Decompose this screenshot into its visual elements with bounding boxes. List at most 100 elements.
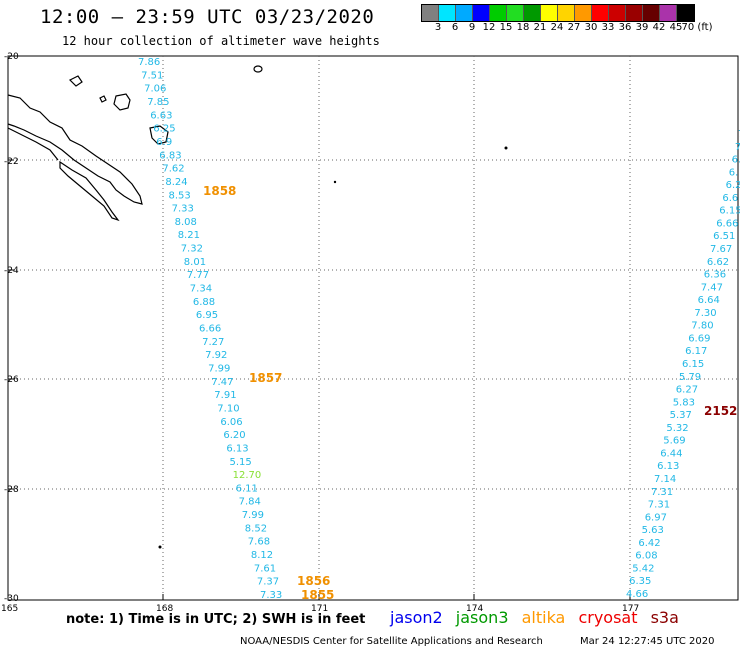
colorbar-label: 27 — [567, 22, 581, 33]
swh-value-east: 5.83 — [673, 397, 695, 408]
wave-height-colorbar — [421, 4, 695, 22]
swh-value-west: 7.32 — [181, 244, 203, 255]
colorbar-swatch — [541, 5, 558, 21]
satellite-legend: jason2 jason3 altika cryosat s3a — [390, 608, 687, 627]
colorbar-label: 36 — [618, 22, 632, 33]
colorbar-label: 3 — [434, 22, 442, 33]
chart-title: 12:00 — 23:59 UTC 03/23/2020 — [40, 6, 375, 28]
swh-value-west: 7.99 — [208, 364, 230, 375]
time-label: 1858 — [203, 184, 236, 198]
altika-track-west: 7.86 7.51 7.06 7.85 6.63 6.25 6.9 6.83 7.62 8.24 8… — [138, 57, 282, 601]
swh-value-east: 7.14 — [654, 474, 676, 485]
swh-value-east: 6.27 — [676, 385, 698, 396]
swh-value-west: 8.53 — [169, 190, 191, 201]
swh-value-west: 7.68 — [248, 537, 270, 548]
swh-value-west: 8.12 — [251, 550, 273, 561]
swh-value-east: 6.6 — [722, 193, 738, 204]
lat-label: -30 — [4, 594, 19, 604]
swh-value-west: 12.70 — [233, 470, 262, 481]
swh-value-west: 7.77 — [187, 270, 209, 281]
swh-value-west: 7.10 — [217, 403, 239, 414]
swh-value-east: 7.67 — [710, 244, 732, 255]
swh-value-east: 5.79 — [679, 372, 701, 383]
lon-label: 168 — [156, 604, 173, 614]
swh-value-west: 8.01 — [184, 257, 206, 268]
legend-cryosat: cryosat — [578, 608, 638, 627]
time-label: 1856 — [297, 574, 330, 588]
lat-label: -22 — [4, 157, 19, 167]
colorbar-label: 33 — [601, 22, 615, 33]
swh-value-east: 6.2 — [726, 180, 740, 191]
swh-value-east: 5.69 — [663, 436, 685, 447]
generated-timestamp: Mar 24 12:27:45 UTC 2020 — [580, 636, 715, 647]
colorbar-swatch — [456, 5, 473, 21]
swh-value-west: 6.66 — [199, 324, 221, 335]
swh-value-west: 7.91 — [214, 390, 236, 401]
swh-value-west: 7.62 — [162, 164, 184, 175]
colorbar-label: 6 — [451, 22, 459, 33]
swh-value-west: 6.13 — [226, 443, 248, 454]
colorbar-label: 9 — [468, 22, 476, 33]
swh-value-west: 7.27 — [202, 337, 224, 348]
swh-value-west: 6.11 — [236, 483, 258, 494]
swh-value-east: 6.62 — [707, 257, 729, 268]
graticule — [8, 56, 738, 600]
swh-value-west: 6.25 — [153, 124, 175, 135]
time-label: 1857 — [249, 371, 282, 385]
swh-value-west: 6.9 — [156, 137, 172, 148]
swh-value-west: 7.92 — [205, 350, 227, 361]
swh-value-west: 6.88 — [193, 297, 215, 308]
swh-value-east: 6.08 — [635, 551, 657, 562]
swh-value-west: 7.37 — [257, 577, 279, 588]
swh-value-east: 7. — [738, 129, 740, 140]
lon-label: 174 — [466, 604, 483, 614]
swh-value-east: 7.31 — [651, 487, 673, 498]
swh-value-east: 6.13 — [657, 461, 679, 472]
frame-ticks — [8, 159, 631, 600]
swh-value-west: 8.52 — [245, 523, 267, 534]
lon-label: 165 — [1, 604, 18, 614]
colorbar-label: 18 — [516, 22, 530, 33]
swh-value-west: 7.33 — [260, 590, 282, 601]
swh-value-east: 5.63 — [642, 525, 664, 536]
swh-value-west: 7.34 — [190, 284, 212, 295]
colorbar-label: 21 — [533, 22, 547, 33]
colorbar-label: 24 — [550, 22, 564, 33]
swh-value-east: 6. — [732, 155, 740, 166]
lon-label: 177 — [622, 604, 639, 614]
swh-value-west: 6.83 — [159, 150, 181, 161]
swh-value-east: 7.30 — [694, 308, 716, 319]
swh-value-west: 7.84 — [239, 497, 261, 508]
swh-value-east: 6.42 — [638, 538, 660, 549]
swh-value-west: 7.61 — [254, 563, 276, 574]
swh-value-west: 6.20 — [223, 430, 245, 441]
swh-value-east: 5.42 — [632, 563, 654, 574]
swh-value-east: 6.35 — [629, 576, 651, 587]
swh-value-west: 7.33 — [172, 204, 194, 215]
swh-value-west: 8.24 — [165, 177, 187, 188]
time-label: 2152 — [704, 404, 737, 418]
swh-value-west: 7.06 — [144, 84, 166, 95]
colorbar-swatch — [592, 5, 609, 21]
swh-value-east: 7.80 — [691, 321, 713, 332]
lat-label: -20 — [4, 52, 19, 62]
chart-subtitle: 12 hour collection of altimeter wave hei… — [62, 34, 380, 48]
map-frame — [7, 55, 739, 601]
colorbar-swatch — [507, 5, 524, 21]
colorbar-label: 15 — [499, 22, 513, 33]
latitude-labels: -20 -22 -24 -26 -28 -30 — [4, 52, 19, 604]
lat-label: -24 — [4, 266, 19, 276]
legend-jason2: jason2 — [390, 608, 443, 627]
swh-value-east: 7. — [735, 142, 740, 153]
colorbar-label: 70 (ft) — [681, 22, 713, 33]
credit-line: NOAA/NESDIS Center for Satellite Applica… — [240, 636, 543, 647]
colorbar-label: 45 — [669, 22, 683, 33]
swh-value-east: 6.51 — [713, 231, 735, 242]
colorbar-swatch — [524, 5, 541, 21]
swh-value-east: 6.64 — [698, 295, 720, 306]
time-label: 1855 — [301, 588, 334, 602]
swh-value-east: 5.37 — [670, 410, 692, 421]
colorbar-swatch — [575, 5, 592, 21]
